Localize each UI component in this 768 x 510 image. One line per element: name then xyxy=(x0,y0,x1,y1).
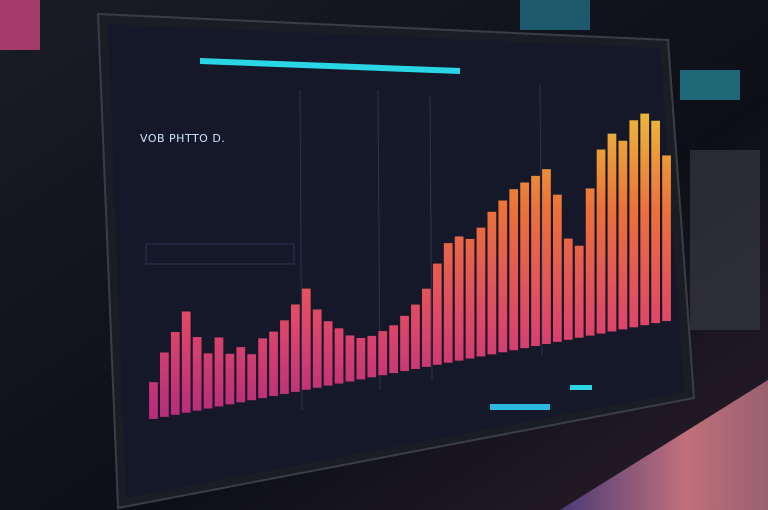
bar xyxy=(520,182,529,349)
bar xyxy=(498,200,508,353)
bar xyxy=(563,238,573,340)
bar xyxy=(651,120,660,324)
bar xyxy=(640,113,650,326)
bg-shelf xyxy=(690,150,760,330)
bar xyxy=(345,335,355,382)
bar xyxy=(192,337,202,411)
indicator xyxy=(490,404,550,410)
bar xyxy=(389,325,398,374)
bar xyxy=(378,331,388,376)
bar xyxy=(618,140,628,330)
bar xyxy=(629,120,639,328)
screen-grid xyxy=(299,84,543,411)
bar xyxy=(465,238,475,359)
bar xyxy=(312,309,322,388)
progress-bar xyxy=(200,58,460,74)
bar xyxy=(411,304,420,369)
bar xyxy=(607,133,617,332)
bar xyxy=(574,245,584,338)
bar xyxy=(476,227,486,357)
bar xyxy=(432,263,442,365)
bar xyxy=(454,236,464,361)
bar xyxy=(509,189,519,351)
bar xyxy=(203,353,213,409)
bar xyxy=(596,149,606,334)
bar xyxy=(542,169,551,344)
bar xyxy=(585,188,595,336)
bar xyxy=(181,311,191,413)
bar xyxy=(280,320,289,394)
bar xyxy=(170,331,180,415)
bar xyxy=(487,211,497,355)
bar xyxy=(334,328,344,384)
bar xyxy=(662,155,671,322)
bar xyxy=(531,175,540,347)
bar xyxy=(323,321,333,386)
bar xyxy=(269,331,278,397)
bar xyxy=(247,354,257,401)
panel-box xyxy=(145,243,295,265)
bar xyxy=(236,347,246,403)
bar xyxy=(443,243,453,363)
chart xyxy=(149,113,671,419)
bar xyxy=(367,335,377,378)
bar xyxy=(225,353,235,405)
indicator xyxy=(570,385,592,390)
bg-light xyxy=(0,0,40,50)
desk xyxy=(560,380,768,510)
bar xyxy=(258,338,267,399)
bar xyxy=(356,337,366,380)
bar xyxy=(301,288,311,390)
bar xyxy=(291,304,300,392)
bar xyxy=(400,315,409,372)
bar xyxy=(160,352,169,417)
bg-light xyxy=(520,0,590,30)
bar xyxy=(214,337,224,407)
bg-light xyxy=(680,70,740,100)
screen-title: VOB PHTTO D. xyxy=(140,132,225,145)
bar xyxy=(149,382,158,419)
bar xyxy=(553,194,562,342)
bar xyxy=(422,288,431,367)
